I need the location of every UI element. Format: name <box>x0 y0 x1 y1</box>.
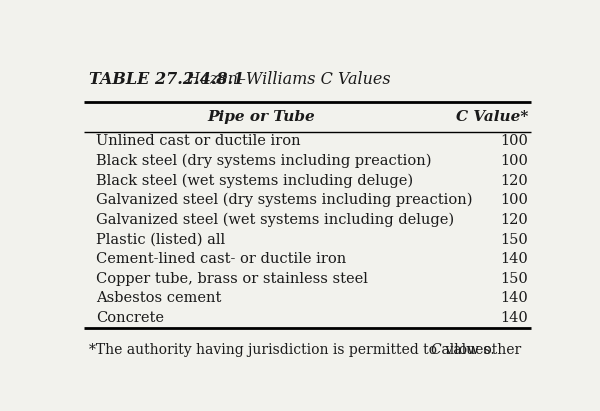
Text: *The authority having jurisdiction is permitted to allow other: *The authority having jurisdiction is pe… <box>89 343 526 357</box>
Text: Hazen–Williams C Values: Hazen–Williams C Values <box>176 72 391 88</box>
Text: Black steel (wet systems including deluge): Black steel (wet systems including delug… <box>96 173 413 188</box>
Text: Concrete: Concrete <box>96 311 164 325</box>
Text: Unlined cast or ductile iron: Unlined cast or ductile iron <box>96 134 301 148</box>
Text: values.: values. <box>441 343 495 357</box>
Text: Black steel (dry systems including preaction): Black steel (dry systems including preac… <box>96 154 431 168</box>
Text: C: C <box>431 343 442 357</box>
Text: Copper tube, brass or stainless steel: Copper tube, brass or stainless steel <box>96 272 368 286</box>
Text: 100: 100 <box>500 193 529 207</box>
Text: 140: 140 <box>500 252 529 266</box>
Text: C Value*: C Value* <box>456 111 529 125</box>
Text: Plastic (listed) all: Plastic (listed) all <box>96 233 225 247</box>
Text: 140: 140 <box>500 311 529 325</box>
Text: Asbestos cement: Asbestos cement <box>96 291 221 305</box>
Text: 100: 100 <box>500 154 529 168</box>
Text: TABLE 27.2.4.8.1: TABLE 27.2.4.8.1 <box>89 72 244 88</box>
Text: Galvanized steel (dry systems including preaction): Galvanized steel (dry systems including … <box>96 193 472 208</box>
Text: 120: 120 <box>500 213 529 227</box>
Text: 140: 140 <box>500 291 529 305</box>
Text: 150: 150 <box>500 272 529 286</box>
Text: 150: 150 <box>500 233 529 247</box>
Text: Cement-lined cast- or ductile iron: Cement-lined cast- or ductile iron <box>96 252 346 266</box>
Text: 120: 120 <box>500 174 529 188</box>
Text: Pipe or Tube: Pipe or Tube <box>207 111 315 125</box>
Text: 100: 100 <box>500 134 529 148</box>
Text: Galvanized steel (wet systems including deluge): Galvanized steel (wet systems including … <box>96 213 454 227</box>
